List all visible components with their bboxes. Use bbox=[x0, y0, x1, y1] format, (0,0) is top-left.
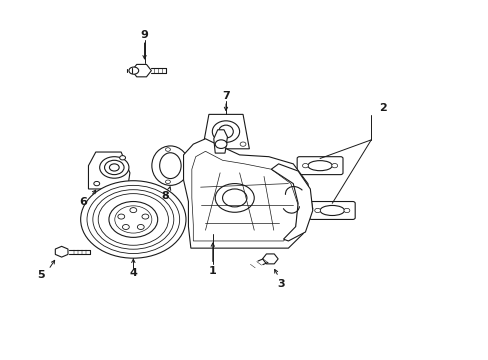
Text: 5: 5 bbox=[37, 270, 44, 280]
Text: 7: 7 bbox=[222, 91, 229, 101]
Circle shape bbox=[94, 181, 100, 186]
Circle shape bbox=[98, 194, 168, 245]
Circle shape bbox=[100, 157, 129, 178]
Ellipse shape bbox=[212, 121, 239, 142]
Polygon shape bbox=[271, 164, 312, 241]
Text: 4: 4 bbox=[129, 268, 137, 278]
Circle shape bbox=[115, 206, 152, 233]
Text: 1: 1 bbox=[208, 266, 216, 276]
Text: 2: 2 bbox=[379, 103, 386, 113]
Circle shape bbox=[205, 142, 211, 146]
Circle shape bbox=[120, 156, 125, 160]
Circle shape bbox=[165, 180, 170, 184]
Ellipse shape bbox=[320, 206, 344, 216]
Ellipse shape bbox=[218, 125, 233, 138]
Circle shape bbox=[240, 142, 245, 146]
FancyBboxPatch shape bbox=[309, 202, 354, 220]
Circle shape bbox=[343, 208, 349, 213]
Circle shape bbox=[137, 225, 144, 230]
Circle shape bbox=[87, 185, 179, 253]
Circle shape bbox=[93, 190, 173, 249]
Circle shape bbox=[104, 160, 124, 175]
Text: 3: 3 bbox=[277, 279, 285, 289]
Circle shape bbox=[109, 202, 158, 237]
Circle shape bbox=[109, 164, 119, 171]
Polygon shape bbox=[202, 114, 249, 149]
Circle shape bbox=[130, 208, 137, 213]
Circle shape bbox=[215, 140, 226, 148]
Circle shape bbox=[122, 225, 129, 230]
Circle shape bbox=[165, 148, 170, 151]
Text: 6: 6 bbox=[80, 197, 87, 207]
Circle shape bbox=[81, 181, 185, 258]
FancyBboxPatch shape bbox=[297, 157, 342, 175]
Ellipse shape bbox=[152, 146, 188, 185]
Circle shape bbox=[142, 214, 148, 219]
Circle shape bbox=[222, 189, 246, 207]
Text: 9: 9 bbox=[141, 30, 148, 40]
Polygon shape bbox=[88, 152, 130, 189]
Polygon shape bbox=[213, 130, 227, 153]
Circle shape bbox=[314, 208, 320, 213]
Circle shape bbox=[129, 67, 139, 74]
Circle shape bbox=[302, 163, 308, 168]
Polygon shape bbox=[183, 139, 312, 248]
Ellipse shape bbox=[159, 153, 181, 179]
Circle shape bbox=[118, 214, 124, 219]
Ellipse shape bbox=[307, 161, 331, 171]
Circle shape bbox=[215, 184, 254, 212]
Text: 8: 8 bbox=[162, 191, 169, 201]
Circle shape bbox=[331, 163, 337, 168]
